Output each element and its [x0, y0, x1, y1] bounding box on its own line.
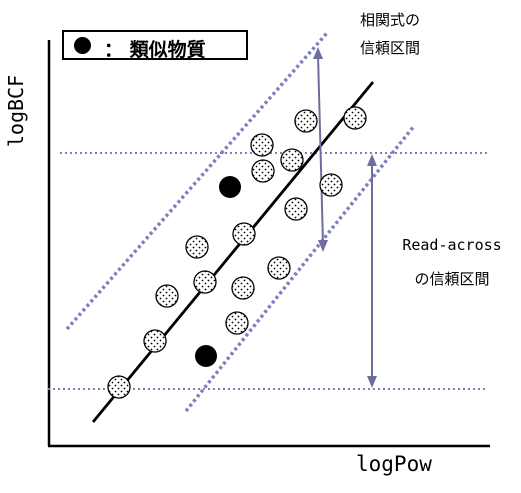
data-point	[225, 311, 249, 335]
data-point	[284, 197, 308, 221]
regression-interval-label-line1: 相関式の	[359, 11, 420, 29]
data-point	[294, 109, 318, 133]
regression-interval-arrow	[313, 47, 328, 252]
y-axis-label-box: logBCF	[3, 66, 29, 156]
data-point	[193, 270, 217, 294]
regression-interval-label-line2: 信頼区間	[359, 39, 420, 57]
data-point	[251, 159, 275, 183]
data-point	[143, 329, 167, 353]
data-point	[231, 276, 255, 300]
similar-substance-point	[219, 176, 241, 198]
data-point	[185, 235, 209, 259]
dataset-points	[107, 106, 367, 399]
data-point	[319, 173, 343, 197]
data-point	[280, 148, 304, 172]
legend-marker-icon	[74, 37, 91, 54]
legend-label: ： 類似物質	[104, 39, 206, 61]
data-point	[232, 222, 256, 246]
regression-interval-lower	[184, 124, 416, 413]
legend: ： 類似物質	[62, 30, 248, 61]
x-axis-label: logPow	[356, 452, 432, 476]
data-point	[155, 284, 179, 308]
read-across-interval-arrow	[367, 154, 377, 388]
data-point	[343, 106, 367, 130]
data-point	[267, 256, 291, 280]
read-across-label-line1: Read-across	[402, 236, 502, 254]
y-axis-label: logBCF	[4, 74, 28, 148]
data-point	[107, 375, 131, 399]
data-point	[250, 133, 274, 157]
regression-line	[91, 81, 375, 423]
similar-substance-point	[195, 345, 217, 367]
read-across-label-line2: の信頼区間	[414, 270, 490, 288]
similar-substance-points	[195, 176, 241, 367]
